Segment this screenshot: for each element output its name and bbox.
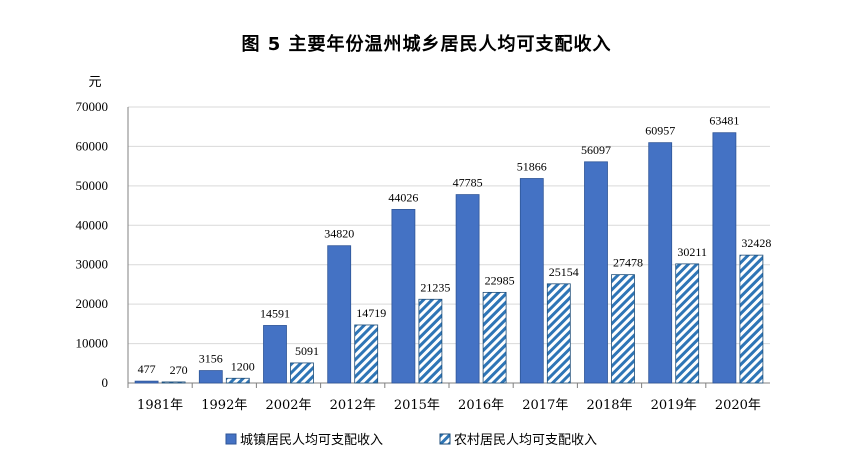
y-tick-label: 60000 [76, 138, 109, 153]
data-label-rural: 5091 [295, 344, 319, 358]
gridlines [128, 106, 770, 345]
y-tick-label: 40000 [76, 217, 109, 232]
data-labels: 477 270 3156 1200 14591 5091 34820 14719 44026 21… [138, 114, 772, 377]
x-tick-label: 1992年 [201, 398, 247, 413]
bar-urban [712, 132, 737, 384]
data-label-urban: 63481 [709, 114, 739, 128]
data-label-urban: 34820 [324, 227, 354, 241]
data-label-rural: 25154 [549, 265, 579, 279]
bar-urban [584, 161, 608, 384]
data-label-urban: 3156 [199, 352, 223, 366]
data-label-urban: 477 [138, 362, 156, 376]
data-label-rural: 30211 [677, 245, 707, 259]
legend: 城镇居民人均可支配收入 农村居民人均可支配收入 [225, 433, 597, 448]
bar-urban [198, 370, 223, 384]
data-label-urban: 60957 [645, 124, 675, 138]
bar-urban [455, 194, 480, 384]
chart-title: 图 5 主要年份温州城乡居民人均可支配收入 [241, 34, 612, 55]
data-label-rural: 32428 [741, 236, 771, 250]
bar-urban [391, 209, 416, 384]
data-label-rural: 21235 [420, 280, 450, 294]
data-label-urban: 51866 [517, 159, 547, 173]
data-label-rural: 27478 [613, 256, 643, 270]
legend-swatch-urban [225, 433, 237, 445]
bar-rural [675, 263, 700, 384]
x-tick-label: 2017年 [522, 398, 568, 413]
y-tick-label: 70000 [76, 99, 109, 114]
bar-rural [739, 254, 764, 384]
x-tick-label: 2020年 [715, 398, 761, 413]
data-label-rural: 14719 [356, 306, 386, 320]
bar-urban [519, 178, 544, 384]
data-label-rural: 270 [170, 363, 188, 377]
bar-urban [327, 245, 352, 384]
bar-rural [482, 291, 507, 384]
y-tick-label: 20000 [76, 296, 109, 311]
bar-rural [546, 283, 571, 384]
bar-rural [611, 274, 635, 384]
bar-rural [161, 381, 186, 384]
bar-urban [263, 325, 287, 384]
y-tick-label: 50000 [76, 178, 109, 193]
x-tick-label: 2016年 [458, 398, 504, 413]
data-label-urban: 44026 [388, 190, 418, 204]
bar-urban [134, 380, 159, 384]
legend-swatch-rural [439, 433, 451, 445]
x-tick-label: 2012年 [330, 398, 376, 413]
y-tick-label: 0 [102, 375, 109, 390]
x-tick-label: 2002年 [265, 398, 311, 413]
data-label-urban: 47785 [453, 176, 483, 190]
x-tick-label: 1981年 [137, 398, 183, 413]
x-tick-label: 2019年 [651, 398, 697, 413]
bars [134, 132, 764, 384]
bar-rural [290, 362, 314, 384]
bar-rural [225, 377, 250, 384]
data-label-rural: 1200 [231, 359, 255, 373]
bar-rural [354, 324, 379, 384]
bar-rural [418, 298, 443, 384]
data-label-urban: 14591 [260, 306, 290, 320]
y-tick-label: 10000 [76, 336, 109, 351]
data-label-urban: 56097 [581, 143, 611, 157]
y-axis-unit: 元 [88, 75, 101, 90]
x-tick-label: 2018年 [586, 398, 632, 413]
legend-label-rural: 农村居民人均可支配收入 [454, 433, 597, 448]
legend-label-urban: 城镇居民人均可支配收入 [240, 433, 383, 448]
data-label-rural: 22985 [485, 273, 515, 287]
y-tick-label: 30000 [76, 257, 109, 272]
bar-urban [648, 142, 673, 384]
x-tick-label: 2015年 [394, 398, 440, 413]
